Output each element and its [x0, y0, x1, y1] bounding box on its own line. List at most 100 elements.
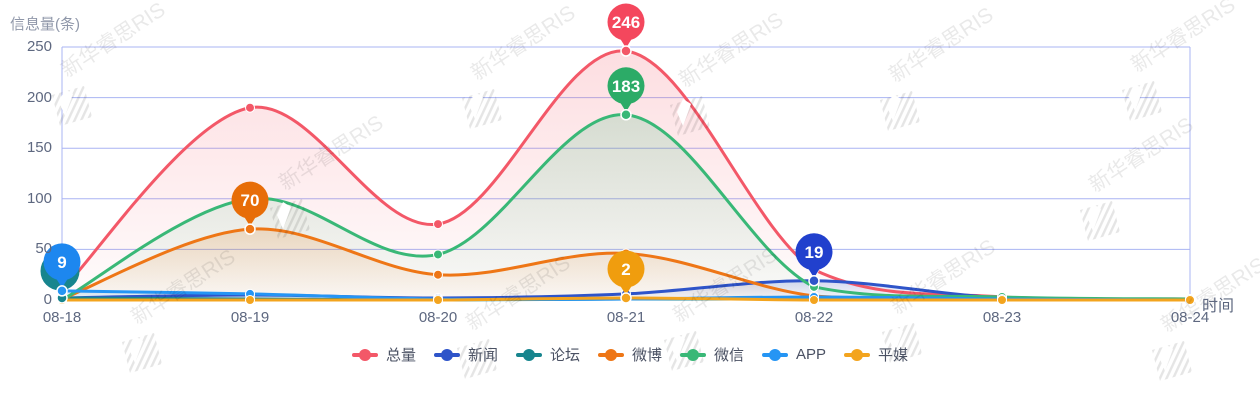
watermark-logo-notch: [59, 89, 73, 116]
legend-marker-icon: [762, 348, 789, 361]
watermark-logo-notch: [671, 334, 685, 361]
watermark-logo-icon: [52, 86, 92, 126]
point-total-08-19[interactable]: [245, 102, 255, 113]
badge-anchor-point: [620, 109, 632, 121]
watermark-logo-notch: [1087, 204, 1101, 231]
x-tick-08-24: 08-24: [1170, 309, 1210, 326]
watermark-logo-notch: [889, 326, 903, 353]
badge-news: 19: [795, 233, 833, 287]
x-axis-title: 时间: [1202, 298, 1235, 315]
legend-marker-icon: [433, 348, 460, 361]
badge-bubble: [231, 181, 269, 219]
watermark: 新华睿思RIS: [1080, 113, 1198, 241]
y-tick-250: 250: [26, 38, 52, 55]
legend-item-print[interactable]: 平媒: [844, 344, 908, 365]
watermark-logo-notch: [887, 94, 901, 121]
watermark-logo-notch: [1129, 84, 1143, 111]
legend-marker-icon: [597, 348, 624, 361]
legend-item-total[interactable]: 总量: [351, 344, 416, 365]
x-tick-08-22: 08-22: [794, 309, 834, 326]
badge-value: 70: [241, 191, 260, 210]
y-axis-title: 信息量(条): [10, 16, 80, 33]
y-tick-200: 200: [26, 88, 52, 106]
point-print-08-24[interactable]: [1185, 295, 1195, 305]
watermark-logo-notch: [129, 336, 143, 363]
legend-dot-icon: [358, 348, 371, 361]
legend-label: APP: [796, 346, 827, 363]
legend-item-news[interactable]: 新闻: [433, 344, 498, 365]
badge-wechat: 183: [607, 67, 645, 121]
point-print-08-23[interactable]: [997, 295, 1007, 305]
legend-marker-icon: [680, 348, 706, 361]
x-tick-08-21: 08-21: [606, 309, 646, 326]
legend-label: 微博: [631, 347, 662, 364]
legend-item-wechat[interactable]: 微信: [680, 344, 744, 365]
legend-item-forum[interactable]: 论坛: [515, 344, 580, 365]
y-tick-100: 100: [26, 189, 52, 207]
badge-value: 2: [621, 260, 630, 279]
badge-anchor-point: [620, 292, 632, 304]
badge-app: 9: [43, 243, 81, 297]
x-tick-08-19: 08-19: [230, 309, 270, 326]
legend-item-weibo[interactable]: 微博: [597, 344, 662, 365]
legend-dot-icon: [769, 348, 782, 361]
legend-dot-icon: [522, 348, 535, 361]
watermark-text: 新华睿思RIS: [885, 3, 997, 87]
y-tick-50: 50: [35, 240, 52, 258]
legend-label: 微信: [714, 347, 745, 364]
watermark-text: 新华睿思RIS: [1085, 113, 1197, 197]
watermark-text: 新华睿思RIS: [1127, 0, 1239, 77]
badge-bubble: [43, 243, 81, 281]
legend-label: 总量: [385, 347, 416, 364]
chart-legend: 总量 新闻 论坛 微博 微信 APP 平媒: [0, 344, 1260, 365]
watermark-logo-notch: [464, 342, 478, 369]
legend-dot-icon: [440, 348, 453, 361]
badge-print: 2: [607, 250, 645, 304]
watermark-logo-icon: [880, 91, 920, 131]
watermark-logo-icon: [1080, 201, 1120, 241]
badge-bubble: [607, 3, 645, 41]
watermark: 新华睿思RIS: [880, 3, 998, 131]
badge-weibo: 70: [231, 181, 269, 235]
y-tick-0: 0: [43, 291, 52, 308]
watermark-text: 新华睿思RIS: [887, 235, 999, 319]
badge-total: 246: [607, 3, 645, 57]
series-area-wechat: [62, 114, 1190, 300]
badge-anchor-point: [808, 275, 820, 287]
badge-value: 246: [612, 13, 640, 32]
x-tick-08-20: 08-20: [418, 309, 458, 326]
legend-label: 新闻: [467, 347, 498, 364]
point-print-08-22[interactable]: [809, 295, 819, 305]
point-print-08-19[interactable]: [245, 295, 255, 305]
badge-value: 19: [805, 243, 824, 262]
x-tick-08-18: 08-18: [42, 309, 82, 326]
watermark-logo-notch: [677, 99, 691, 126]
watermark-logo-notch: [469, 92, 483, 119]
point-print-08-20[interactable]: [433, 295, 443, 305]
watermark: 新华睿思RIS: [1122, 0, 1240, 121]
legend-item-app[interactable]: APP: [762, 346, 826, 363]
legend-label: 论坛: [549, 347, 580, 364]
badge-bubble: [607, 250, 645, 288]
badge-anchor-point: [56, 285, 68, 297]
legend-dot-icon: [851, 348, 864, 361]
badge-bubble: [607, 67, 645, 105]
watermark-logo-icon: [1122, 81, 1162, 121]
point-total-08-20[interactable]: [433, 219, 443, 230]
legend-label: 平媒: [878, 347, 909, 364]
legend-marker-icon: [515, 348, 542, 361]
badge-value: 183: [612, 77, 640, 96]
max-value-badges: 70 2 183 246 19 9: [40, 3, 833, 304]
watermark-text: 新华睿思RIS: [675, 8, 787, 92]
legend-marker-icon: [844, 348, 871, 361]
point-weibo-08-20[interactable]: [433, 269, 443, 280]
legend-dot-icon: [604, 348, 617, 361]
y-tick-150: 150: [26, 139, 52, 157]
legend-dot-icon: [687, 348, 699, 361]
watermark-logo-icon: [462, 89, 502, 129]
watermark-logo-notch: [1159, 344, 1173, 371]
watermark-text: 新华睿思RIS: [467, 1, 579, 85]
point-wechat-08-20[interactable]: [433, 249, 443, 260]
legend-marker-icon: [351, 348, 378, 361]
